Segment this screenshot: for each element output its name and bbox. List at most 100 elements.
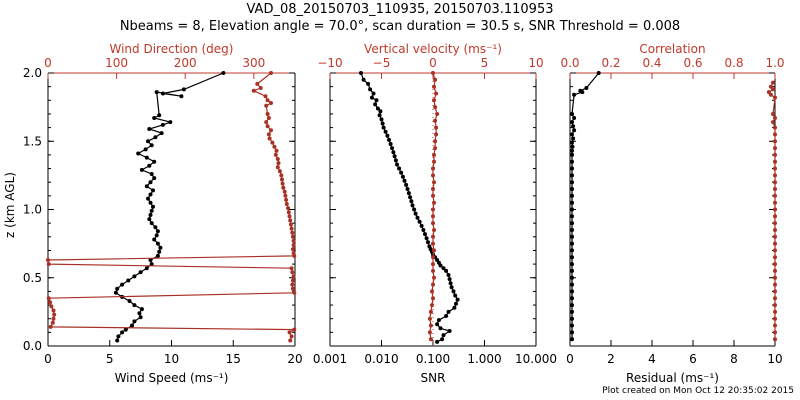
data-point	[447, 329, 452, 333]
data-point	[52, 312, 57, 317]
data-point	[773, 228, 777, 232]
data-point	[433, 118, 438, 123]
data-point	[147, 217, 152, 222]
data-point	[179, 94, 184, 99]
data-point	[152, 116, 157, 120]
series-line	[47, 72, 297, 341]
data-point	[455, 297, 460, 302]
data-point	[157, 113, 162, 118]
top-tick-label: 5	[481, 56, 489, 70]
data-point	[773, 234, 777, 239]
data-point	[570, 214, 574, 219]
series-line	[571, 72, 600, 340]
data-point	[431, 282, 435, 287]
series-snr	[359, 71, 460, 344]
data-point	[120, 330, 125, 335]
data-point	[570, 221, 574, 226]
data-point	[266, 116, 271, 120]
x-tick-label: 8	[730, 352, 738, 366]
data-point	[405, 187, 410, 191]
data-point	[152, 237, 157, 242]
data-point	[255, 81, 260, 86]
data-point	[773, 200, 777, 205]
data-point	[283, 193, 288, 198]
x-tick-label: 15	[226, 352, 241, 366]
data-point	[251, 88, 256, 93]
data-point	[571, 136, 576, 141]
x-tick-label: 0	[566, 352, 574, 366]
data-point	[444, 314, 449, 318]
data-point	[434, 132, 439, 137]
data-point	[446, 273, 451, 277]
data-point	[143, 147, 148, 152]
data-point	[773, 159, 777, 164]
data-point	[773, 289, 777, 294]
data-point	[431, 173, 435, 178]
y-tick-label: 1.5	[23, 134, 42, 148]
data-point	[413, 211, 418, 216]
x-axis-label: Wind Speed (ms⁻¹)	[115, 371, 229, 385]
data-point	[359, 71, 363, 75]
data-point	[46, 262, 51, 267]
data-point	[428, 337, 433, 342]
data-point	[773, 180, 777, 185]
data-point	[433, 139, 438, 144]
data-point	[773, 152, 777, 157]
top-tick-label: 0.4	[642, 56, 661, 70]
data-point	[773, 166, 777, 171]
y-tick-label: 2.0	[23, 66, 42, 80]
top-tick-label: 0.6	[683, 56, 702, 70]
data-point	[432, 275, 436, 280]
data-point	[269, 101, 273, 105]
data-point	[379, 117, 384, 122]
data-point	[408, 195, 413, 200]
figure-title-line1: VAD_08_20150703_110935, 20150703.110953	[246, 2, 554, 17]
top-tick-label: 10	[528, 56, 543, 70]
data-point	[264, 103, 269, 108]
data-point	[431, 234, 435, 239]
data-point	[453, 293, 458, 298]
data-point	[116, 334, 121, 339]
data-point	[773, 330, 777, 335]
data-point	[289, 226, 294, 231]
top-tick-label: 100	[105, 56, 128, 70]
data-point	[132, 274, 137, 279]
data-point	[144, 155, 149, 160]
data-point	[773, 275, 777, 280]
series-residual	[570, 71, 601, 342]
data-point	[773, 282, 777, 287]
x-tick-label: 20	[287, 352, 302, 366]
data-point	[773, 146, 777, 151]
data-point	[149, 221, 154, 226]
data-point	[773, 255, 777, 260]
data-point	[290, 270, 295, 275]
data-point	[48, 300, 53, 305]
data-point	[773, 214, 777, 219]
data-point	[366, 81, 371, 86]
x-tick-label: 0.100	[416, 352, 450, 366]
data-point	[153, 225, 158, 230]
data-point	[431, 214, 435, 219]
data-point	[132, 319, 137, 324]
data-point	[149, 172, 154, 176]
data-point	[570, 144, 575, 149]
series-line	[429, 72, 438, 340]
top-tick-label: 1.0	[765, 56, 784, 70]
data-point	[433, 105, 438, 110]
data-point	[127, 299, 132, 303]
data-point	[570, 193, 574, 198]
data-point	[438, 326, 443, 331]
data-point	[272, 144, 277, 149]
data-point	[451, 289, 456, 294]
data-point	[446, 309, 451, 314]
data-point	[570, 112, 574, 116]
data-point	[263, 94, 268, 99]
data-point	[160, 122, 165, 127]
y-tick-label: 0.5	[23, 271, 42, 285]
data-point	[773, 173, 777, 178]
data-point	[149, 262, 154, 267]
data-point	[291, 238, 296, 243]
top-axis-label: Wind Direction (deg)	[110, 42, 234, 56]
top-axis-label: Vertical velocity (ms⁻¹)	[364, 42, 502, 56]
